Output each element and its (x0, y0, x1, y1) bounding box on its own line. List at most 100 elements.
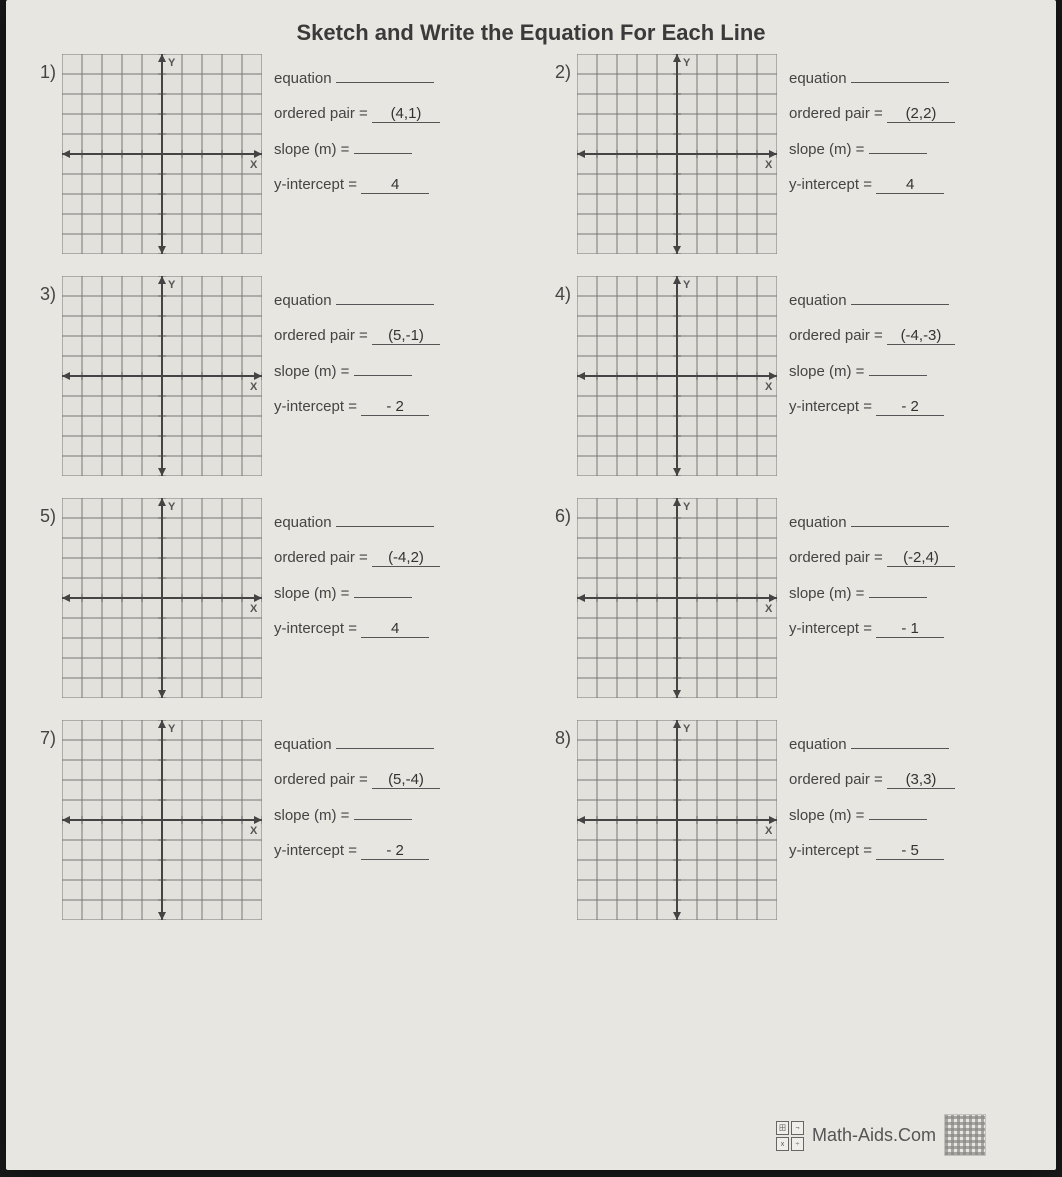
yint-blank[interactable]: - 5 (876, 842, 944, 860)
slope-label: slope (m) = (274, 363, 349, 380)
footer-logo-icon: 田¬ x÷ (776, 1121, 804, 1149)
problem-number: 3) (26, 276, 62, 305)
worksheet-title: Sketch and Write the Equation For Each L… (26, 20, 1036, 46)
ordered-pair-blank[interactable]: (-2,4) (887, 549, 955, 567)
ordered-pair-blank[interactable]: (2,2) (887, 105, 955, 123)
slope-row: slope (m) = (274, 141, 440, 158)
equation-blank[interactable] (336, 304, 434, 305)
ordered-pair-row: ordered pair = (5,-4) (274, 771, 440, 789)
equation-blank[interactable] (851, 304, 949, 305)
yint-blank[interactable]: - 2 (876, 398, 944, 416)
equation-row: equation (274, 736, 440, 753)
svg-text:Y: Y (168, 501, 176, 513)
ordered-pair-label: ordered pair = (789, 549, 883, 566)
equation-row: equation (274, 292, 440, 309)
ordered-pair-row: ordered pair = (4,1) (274, 105, 440, 123)
slope-blank[interactable] (869, 597, 927, 598)
problem-fields: equation ordered pair = (2,2) slope (m) … (789, 54, 955, 194)
footer: 田¬ x÷ Math-Aids.Com (776, 1114, 986, 1156)
ordered-pair-label: ordered pair = (274, 771, 368, 788)
slope-blank[interactable] (869, 375, 927, 376)
equation-row: equation (274, 70, 440, 87)
svg-text:Y: Y (683, 279, 691, 291)
ordered-pair-blank[interactable]: (-4,-3) (887, 327, 955, 345)
equation-label: equation (274, 292, 332, 309)
slope-blank[interactable] (869, 819, 927, 820)
yint-row: y-intercept = 4 (789, 176, 955, 194)
svg-text:X: X (765, 159, 773, 171)
problem: 2) Y X equation ordered pair = (2,2) slo… (541, 54, 1036, 254)
svg-text:Y: Y (168, 279, 176, 291)
ordered-pair-label: ordered pair = (274, 549, 368, 566)
yint-row: y-intercept = 4 (274, 176, 440, 194)
coordinate-grid: Y X (577, 498, 777, 698)
problem: 1) Y X equation ordered pair = (4,1) slo… (26, 54, 521, 254)
equation-label: equation (789, 514, 847, 531)
equation-blank[interactable] (851, 82, 949, 83)
ordered-pair-label: ordered pair = (789, 327, 883, 344)
ordered-pair-row: ordered pair = (3,3) (789, 771, 955, 789)
ordered-pair-label: ordered pair = (274, 327, 368, 344)
equation-label: equation (274, 514, 332, 531)
svg-text:Y: Y (168, 57, 176, 69)
ordered-pair-blank[interactable]: (-4,2) (372, 549, 440, 567)
equation-blank[interactable] (336, 82, 434, 83)
yint-row: y-intercept = - 1 (789, 620, 955, 638)
yint-blank[interactable]: 4 (361, 176, 429, 194)
equation-blank[interactable] (851, 526, 949, 527)
problem-number: 5) (26, 498, 62, 527)
slope-blank[interactable] (354, 375, 412, 376)
equation-blank[interactable] (336, 526, 434, 527)
slope-blank[interactable] (869, 153, 927, 154)
yint-blank[interactable]: - 1 (876, 620, 944, 638)
slope-blank[interactable] (354, 597, 412, 598)
yint-label: y-intercept = (789, 398, 872, 415)
yint-blank[interactable]: - 2 (361, 842, 429, 860)
problem-fields: equation ordered pair = (-2,4) slope (m)… (789, 498, 955, 638)
problem: 7) Y X equation ordered pair = (5,-4) sl… (26, 720, 521, 920)
slope-label: slope (m) = (274, 585, 349, 602)
yint-blank[interactable]: 4 (361, 620, 429, 638)
problem: 4) Y X equation ordered pair = (-4,-3) s… (541, 276, 1036, 476)
yint-label: y-intercept = (789, 842, 872, 859)
ordered-pair-label: ordered pair = (789, 105, 883, 122)
ordered-pair-blank[interactable]: (5,-4) (372, 771, 440, 789)
problem-number: 2) (541, 54, 577, 83)
yint-row: y-intercept = 4 (274, 620, 440, 638)
equation-label: equation (789, 70, 847, 87)
problem-fields: equation ordered pair = (-4,2) slope (m)… (274, 498, 440, 638)
ordered-pair-row: ordered pair = (-4,-3) (789, 327, 955, 345)
slope-label: slope (m) = (274, 141, 349, 158)
ordered-pair-row: ordered pair = (5,-1) (274, 327, 440, 345)
problem-number: 7) (26, 720, 62, 749)
problem-number: 6) (541, 498, 577, 527)
problem-fields: equation ordered pair = (5,-4) slope (m)… (274, 720, 440, 860)
slope-row: slope (m) = (789, 141, 955, 158)
slope-blank[interactable] (354, 153, 412, 154)
svg-text:Y: Y (683, 57, 691, 69)
slope-label: slope (m) = (274, 807, 349, 824)
equation-blank[interactable] (851, 748, 949, 749)
problems-grid: 1) Y X equation ordered pair = (4,1) slo… (26, 54, 1036, 920)
ordered-pair-blank[interactable]: (4,1) (372, 105, 440, 123)
svg-text:Y: Y (168, 723, 176, 735)
yint-row: y-intercept = - 2 (274, 842, 440, 860)
equation-label: equation (274, 736, 332, 753)
ordered-pair-blank[interactable]: (5,-1) (372, 327, 440, 345)
yint-blank[interactable]: - 2 (361, 398, 429, 416)
yint-blank[interactable]: 4 (876, 176, 944, 194)
problem-number: 1) (26, 54, 62, 83)
coordinate-grid: Y X (577, 720, 777, 920)
coordinate-grid: Y X (577, 54, 777, 254)
equation-blank[interactable] (336, 748, 434, 749)
slope-row: slope (m) = (274, 807, 440, 824)
slope-blank[interactable] (354, 819, 412, 820)
problem-fields: equation ordered pair = (4,1) slope (m) … (274, 54, 440, 194)
svg-text:Y: Y (683, 723, 691, 735)
ordered-pair-row: ordered pair = (-2,4) (789, 549, 955, 567)
problem: 8) Y X equation ordered pair = (3,3) slo… (541, 720, 1036, 920)
svg-text:X: X (250, 603, 258, 615)
svg-text:X: X (250, 159, 258, 171)
ordered-pair-blank[interactable]: (3,3) (887, 771, 955, 789)
yint-row: y-intercept = - 2 (274, 398, 440, 416)
